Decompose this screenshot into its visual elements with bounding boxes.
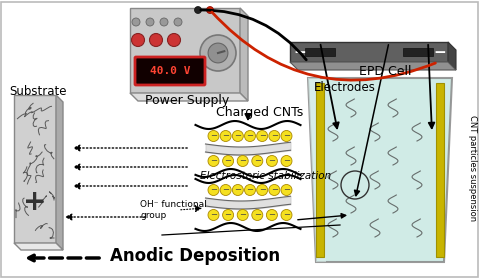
Polygon shape [308,78,452,262]
Circle shape [174,18,182,26]
Text: −: − [210,131,217,140]
Text: Power Supply: Power Supply [145,94,229,107]
Text: −: − [225,157,231,165]
Text: −: − [283,185,290,195]
Circle shape [160,18,168,26]
Polygon shape [448,42,456,70]
Text: −: − [259,185,265,195]
Text: −: − [222,131,229,140]
Text: −: − [222,185,229,195]
Bar [305,48,335,56]
Circle shape [232,185,243,195]
Text: −: − [259,131,265,140]
Text: −: − [271,185,278,195]
Text: −: − [268,157,276,165]
Polygon shape [130,93,248,101]
Circle shape [208,130,219,142]
Circle shape [208,43,228,63]
Bar [403,48,433,56]
Bar [436,83,444,257]
Text: −: − [254,157,261,165]
Text: −: − [225,210,231,220]
Text: Substrate: Substrate [9,85,67,98]
Text: 40.0 V: 40.0 V [150,66,190,76]
Circle shape [200,35,236,71]
Circle shape [194,6,202,14]
Circle shape [266,210,277,220]
Text: Electrosteric stabilization: Electrosteric stabilization [200,171,332,181]
Text: −: − [234,131,241,140]
Text: −: − [271,131,278,140]
Circle shape [208,185,219,195]
Polygon shape [14,243,63,250]
Circle shape [244,185,255,195]
Circle shape [220,185,231,195]
Text: −: − [210,210,217,220]
Circle shape [208,210,219,220]
FancyBboxPatch shape [135,57,205,85]
Circle shape [244,130,255,142]
Circle shape [232,130,243,142]
Text: −: − [247,131,253,140]
Text: Anodic Deposition: Anodic Deposition [110,247,280,265]
Text: −: − [283,131,290,140]
Circle shape [269,185,280,195]
Circle shape [132,34,144,46]
Text: −: − [239,157,246,165]
Circle shape [281,185,292,195]
Polygon shape [14,95,56,243]
Text: Charged CNTs: Charged CNTs [216,105,304,118]
Polygon shape [130,8,240,93]
Circle shape [281,210,292,220]
Circle shape [168,34,180,46]
Circle shape [237,210,248,220]
Text: −: − [210,157,217,165]
Text: −: − [433,44,446,59]
Circle shape [146,18,154,26]
Polygon shape [290,42,448,62]
Bar [316,83,324,257]
Text: EPD Cell: EPD Cell [359,65,411,78]
Text: −: − [254,210,261,220]
Circle shape [237,155,248,167]
Circle shape [149,34,163,46]
Circle shape [208,155,219,167]
Circle shape [252,210,263,220]
Circle shape [281,130,292,142]
Circle shape [223,210,234,220]
Text: Electrodes: Electrodes [314,81,376,94]
Polygon shape [240,8,248,101]
Text: −: − [239,210,246,220]
Polygon shape [290,62,456,70]
Circle shape [223,155,234,167]
Circle shape [269,130,280,142]
Text: +: + [24,188,47,215]
Text: OH⁻ functional
group: OH⁻ functional group [140,200,207,220]
Circle shape [257,130,268,142]
Polygon shape [308,78,326,262]
Text: −: − [210,185,217,195]
Text: CNT particles suspension: CNT particles suspension [468,115,478,221]
Text: −: − [294,44,306,59]
Circle shape [252,155,263,167]
Text: −: − [268,210,276,220]
Circle shape [206,6,214,14]
Text: −: − [234,185,241,195]
Circle shape [132,18,140,26]
Circle shape [266,155,277,167]
Polygon shape [56,95,63,250]
Text: −: − [247,185,253,195]
Circle shape [281,155,292,167]
Circle shape [257,185,268,195]
Text: −: − [283,157,290,165]
Circle shape [220,130,231,142]
Text: −: − [283,210,290,220]
